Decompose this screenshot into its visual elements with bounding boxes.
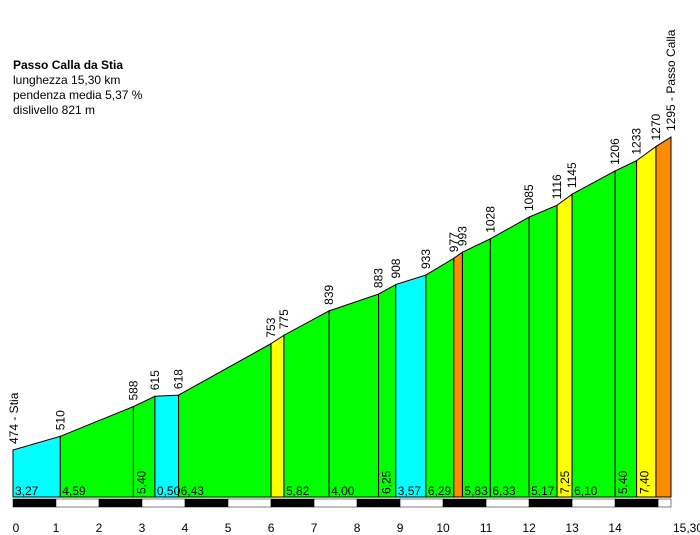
km-bar-block — [313, 498, 358, 508]
x-tick-label: 0 — [13, 521, 20, 535]
km-bar-block — [55, 498, 100, 508]
km-bar-block — [12, 498, 57, 508]
elevation-label: 753 — [264, 317, 278, 337]
km-bar-block — [657, 498, 672, 508]
elevation-label: 1085 — [522, 184, 536, 211]
elevation-label: 883 — [372, 268, 386, 288]
profile-segment — [328, 293, 380, 498]
elevation-label: 1206 — [608, 138, 622, 165]
grade-label: 6,33 — [492, 484, 516, 498]
x-tick-label: 1 — [53, 521, 60, 535]
grade-label: 4,59 — [62, 484, 86, 498]
profile-segment — [636, 145, 657, 498]
km-bar-block — [227, 498, 272, 508]
profile-segment — [154, 394, 180, 498]
profile-segment — [270, 334, 285, 498]
climb-elevation-gain: dislivello 821 m — [13, 103, 96, 117]
x-tick-label: 2 — [96, 521, 103, 535]
grade-label: 5,40 — [616, 470, 630, 494]
elevation-label: 933 — [419, 249, 433, 269]
grade-label: 5,17 — [531, 484, 555, 498]
grade-label: 5,40 — [134, 470, 148, 494]
x-tick-label: 14 — [608, 521, 622, 535]
grade-label: 6,25 — [380, 470, 394, 494]
grade-label: 5,83 — [464, 484, 488, 498]
x-tick-label: 15,30 — [673, 521, 700, 535]
x-tick-label: 10 — [436, 521, 450, 535]
elevation-label: 510 — [53, 410, 67, 430]
km-bar-block — [528, 498, 573, 508]
climb-info: Passo Calla da Stia lunghezza 15,30 km p… — [13, 58, 142, 118]
climb-avg-grade: pendenza media 5,37 % — [13, 88, 143, 102]
profile-segment — [528, 204, 558, 498]
elevation-label: 588 — [126, 380, 140, 400]
elevation-label: 618 — [172, 369, 186, 389]
grade-label: 3,57 — [398, 484, 422, 498]
x-tick-label: 11 — [480, 521, 493, 535]
profile-segment — [655, 136, 672, 498]
profile-segment — [178, 342, 272, 498]
climb-length: lunghezza 15,30 km — [13, 73, 121, 87]
profile-segment — [614, 159, 638, 498]
km-bar-block — [571, 498, 616, 508]
km-bar-block — [485, 498, 530, 508]
profile-segment — [453, 251, 463, 498]
grade-label: 7,25 — [558, 470, 572, 494]
profile-segment — [571, 170, 616, 498]
elevation-label: 1270 — [649, 114, 663, 141]
km-bar-block — [98, 498, 143, 508]
x-tick-label: 7 — [311, 521, 318, 535]
grade-label: 6,10 — [574, 484, 598, 498]
grade-label: 7,40 — [638, 470, 652, 494]
grade-label: 0,50 — [157, 484, 181, 498]
profile-segment — [283, 310, 330, 498]
elevation-label: 977 — [447, 232, 461, 252]
profile-segment — [489, 216, 530, 498]
climb-title: Passo Calla da Stia — [13, 58, 124, 72]
elevation-label: 775 — [277, 309, 291, 329]
elevation-label: 1145 — [565, 162, 579, 188]
km-bar-block — [270, 498, 315, 508]
km-bar-block — [141, 498, 186, 508]
elevation-label: 1116 — [550, 174, 564, 199]
x-tick-label: 8 — [354, 521, 361, 535]
elevation-label: 615 — [148, 370, 162, 390]
x-tick-label: 5 — [225, 521, 232, 535]
profile-segment — [556, 193, 573, 498]
elevation-label: 1028 — [483, 206, 497, 233]
endpoint-label: 474 - Stia — [7, 392, 21, 444]
grade-label: 3,27 — [15, 484, 39, 498]
elevation-label: 993 — [455, 226, 469, 246]
grade-label: 5,82 — [286, 484, 310, 498]
x-tick-label: 3 — [139, 521, 146, 535]
km-bar-block — [614, 498, 659, 508]
elevation-label: 908 — [389, 258, 403, 278]
x-tick-label: 13 — [565, 521, 579, 535]
x-tick-label: 12 — [522, 521, 536, 535]
elevation-label: 839 — [322, 284, 336, 304]
grade-label: 6,29 — [428, 484, 452, 498]
km-bar-block — [356, 498, 401, 508]
elevation-label: 1233 — [630, 128, 644, 155]
endpoint-label: 1295 - Passo Calla — [664, 29, 678, 131]
grade-label: 4,00 — [331, 484, 355, 498]
km-bar-block — [184, 498, 229, 508]
profile-segment — [461, 237, 491, 498]
x-tick-label: 4 — [182, 521, 189, 535]
grade-label: 6,43 — [181, 484, 205, 498]
km-bar-block — [399, 498, 444, 508]
profile-segment — [378, 283, 397, 498]
km-bar-block — [442, 498, 487, 508]
profile-segment — [425, 257, 455, 498]
x-tick-label: 6 — [268, 521, 275, 535]
profile-segment — [395, 274, 427, 498]
x-tick-label: 9 — [397, 521, 404, 535]
